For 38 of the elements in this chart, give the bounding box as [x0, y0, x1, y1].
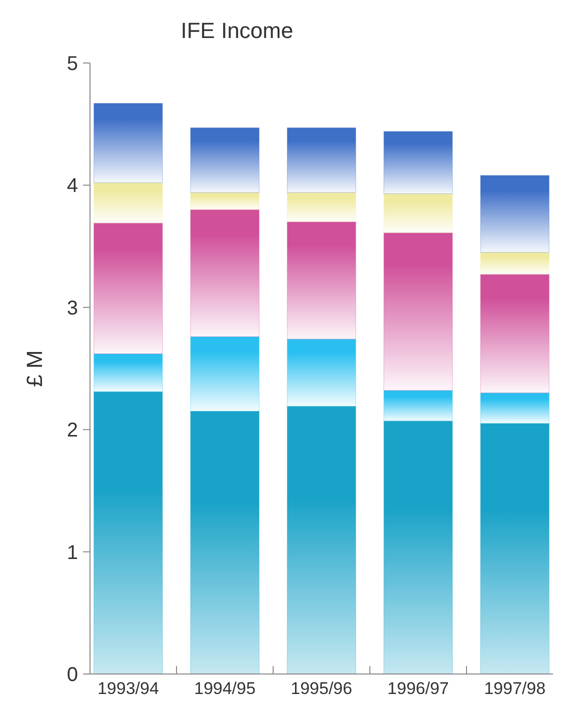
bar — [94, 103, 163, 184]
bar — [286, 128, 356, 193]
y-tick-label: 4 — [66, 175, 78, 198]
bar — [286, 406, 356, 674]
bar — [384, 420, 453, 674]
bar — [480, 423, 550, 674]
bar — [190, 336, 260, 412]
x-tick-label: 1995/96 — [290, 679, 352, 698]
bar — [384, 131, 453, 194]
x-tick-label: 1994/95 — [194, 679, 256, 698]
bar — [190, 209, 260, 337]
bar — [94, 182, 163, 224]
y-tick-label: 1 — [66, 542, 78, 564]
bar — [190, 411, 260, 674]
bar — [480, 252, 550, 275]
bar — [384, 232, 453, 391]
bar — [190, 128, 260, 193]
bar — [190, 192, 260, 210]
bar — [94, 391, 163, 674]
x-tick-label: 1996/97 — [387, 679, 449, 698]
x-tick-label: 1997/98 — [484, 679, 546, 698]
x-tick-label: 1993/94 — [97, 679, 159, 698]
bar — [94, 222, 163, 354]
bar — [286, 338, 356, 407]
bar — [480, 274, 550, 394]
bar — [480, 392, 550, 424]
y-axis-title: £ M — [22, 350, 47, 387]
y-tick-label: 3 — [66, 297, 78, 320]
bar — [384, 194, 453, 234]
y-tick-label: 0 — [66, 664, 78, 686]
y-tick-label: 2 — [66, 420, 78, 442]
chart-title: IFE Income — [180, 18, 294, 43]
bar — [286, 192, 356, 222]
bar — [286, 222, 356, 340]
bar — [480, 175, 550, 253]
bar — [384, 390, 453, 422]
bar — [94, 354, 163, 392]
y-tick-label: 5 — [66, 53, 78, 75]
